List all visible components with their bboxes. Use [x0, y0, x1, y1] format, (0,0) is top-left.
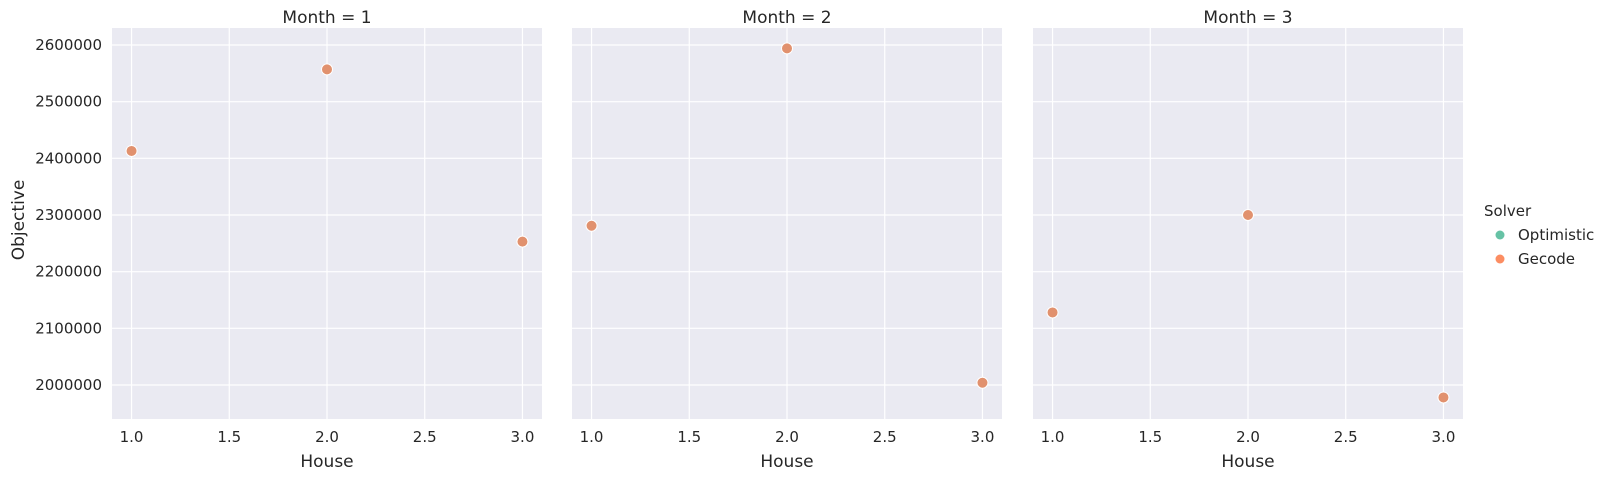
- y-tick-label: 2500000: [35, 93, 102, 111]
- x-tick-label: 2.0: [1236, 428, 1260, 446]
- data-point: [125, 144, 138, 157]
- facet-title: Month = 1: [282, 8, 371, 28]
- x-tick-label: 1.0: [1041, 428, 1065, 446]
- y-tick-label: 2100000: [35, 319, 102, 337]
- x-axis-label: House: [1221, 452, 1274, 472]
- y-tick-label: 2600000: [35, 36, 102, 54]
- x-tick-label: 2.5: [413, 428, 437, 446]
- data-point: [516, 235, 529, 248]
- data-point: [321, 63, 333, 76]
- facet-title: Month = 2: [742, 8, 831, 28]
- legend-marker: [1495, 230, 1505, 240]
- legend: Solver Optimistic Gecode: [1484, 202, 1594, 268]
- x-tick-label: 2.0: [775, 428, 799, 446]
- facet-panel: 1.0 1.5 2.0 2.5 3.0 Month = 3 House: [1033, 8, 1463, 472]
- data-point: [1046, 306, 1059, 319]
- facet-title: Month = 3: [1203, 8, 1292, 28]
- legend-label: Optimistic: [1518, 226, 1594, 244]
- x-axis-label: House: [300, 452, 353, 472]
- data-point: [1437, 391, 1450, 404]
- facet-panel: 1.0 1.5 2.0 2.5 3.0 2000000 2100000 2200000 2300…: [35, 8, 542, 472]
- data-point: [1242, 209, 1254, 221]
- x-tick-label: 1.5: [1138, 428, 1162, 446]
- y-tick-label: 2000000: [35, 376, 102, 394]
- legend-title: Solver: [1484, 202, 1532, 220]
- x-tick-label: 1.5: [677, 428, 701, 446]
- x-tick-label: 3.0: [971, 428, 995, 446]
- x-tick-label: 2.5: [1334, 428, 1358, 446]
- x-tick-label: 3.0: [1432, 428, 1456, 446]
- x-tick-label: 2.5: [873, 428, 897, 446]
- data-point: [585, 219, 598, 232]
- y-axis-label: Objective: [9, 180, 29, 261]
- y-tick-label: 2200000: [35, 263, 102, 281]
- x-tick-label: 1.5: [217, 428, 241, 446]
- x-axis-label: House: [760, 452, 813, 472]
- y-tick-label: 2300000: [35, 206, 102, 224]
- x-tick-label: 2.0: [315, 428, 339, 446]
- x-tick-label: 1.0: [580, 428, 604, 446]
- data-point: [976, 376, 989, 389]
- facet-panel: 1.0 1.5 2.0 2.5 3.0 Month = 2 House: [572, 8, 1002, 472]
- legend-label: Gecode: [1518, 250, 1575, 268]
- legend-marker: [1495, 254, 1505, 264]
- data-point: [781, 42, 793, 55]
- y-tick-label: 2400000: [35, 149, 102, 167]
- x-tick-label: 3.0: [511, 428, 535, 446]
- x-tick-label: 1.0: [120, 428, 144, 446]
